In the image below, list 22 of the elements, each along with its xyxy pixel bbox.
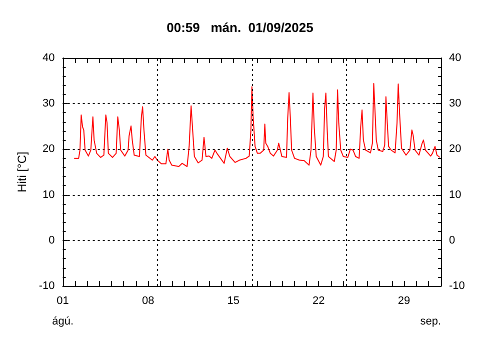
line-series: [74, 83, 440, 168]
y2-tick-label: 20: [449, 143, 462, 156]
text: ágú.: [52, 316, 74, 328]
x-tick-label: 15: [227, 295, 240, 307]
chart-title: 00:59 mán. 01/09/2025: [166, 20, 314, 35]
y-tick-label: -10: [38, 280, 55, 292]
y-tick-label: 0: [48, 234, 55, 246]
y2-tick-label: -10: [449, 280, 465, 292]
text: sep.: [420, 316, 441, 328]
y-axis-title: Hiti [°C]: [15, 152, 29, 192]
y-tick-label: 30: [42, 98, 55, 110]
y-tick-label: 40: [42, 52, 55, 64]
x-tick-label: 22: [312, 295, 325, 307]
x-tick-label: 08: [142, 295, 154, 307]
y-tick-label: 20: [42, 143, 55, 156]
y2-tick-label: 0: [449, 234, 456, 246]
x-tick-label: 29: [398, 295, 410, 307]
y2-tick-label: 40: [449, 52, 462, 64]
y2-tick-label: 30: [449, 98, 462, 110]
x-tick-label: 01: [56, 295, 69, 307]
y-tick-label: 10: [42, 188, 55, 201]
y2-tick-label: 10: [449, 188, 462, 201]
